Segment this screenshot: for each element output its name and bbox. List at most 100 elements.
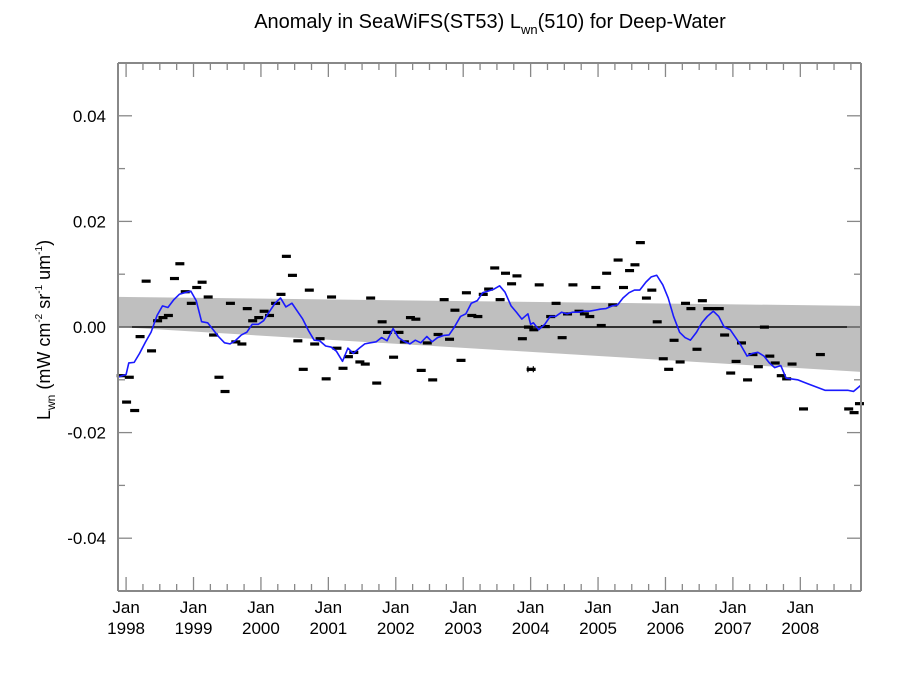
data-point [411,317,421,321]
data-point [186,301,196,305]
data-point [310,342,320,346]
data-point [591,285,601,290]
data-point [799,407,809,411]
data-point [122,400,132,404]
data-point [692,347,702,351]
error-bar-point [527,366,534,373]
x-tick-label-year: 2003 [444,619,482,638]
data-point [163,313,173,318]
x-tick-label-month: Jan [584,598,611,617]
data-point [618,285,628,290]
data-point [225,301,235,305]
data-point [265,313,275,318]
x-tick-label-month: Jan [247,598,274,617]
data-point [635,241,645,245]
data-point [697,299,707,303]
data-point [714,307,724,311]
x-tick-label-year: 2000 [242,619,280,638]
data-point [669,338,679,342]
data-point [720,333,730,337]
data-point [360,362,370,366]
data-point [209,333,219,337]
y-tick-label: 0.04 [73,107,106,126]
data-point [574,309,584,313]
data-point [175,262,185,266]
data-point [844,407,854,411]
data-point [124,375,134,379]
trend-confidence-band [118,296,861,372]
data-point [753,365,763,369]
data-point [461,291,471,295]
data-point [220,389,230,394]
data-point [293,339,303,343]
x-tick-label-year: 1998 [107,619,145,638]
data-point [315,337,325,341]
data-point [748,352,758,357]
data-point [467,313,477,318]
data-point [372,381,382,385]
data-point [141,279,151,283]
data-point [416,368,426,372]
data-point [389,355,399,359]
x-tick-label-month: Jan [112,598,139,617]
data-point [770,361,780,365]
data-point [658,357,668,361]
data-point [529,328,539,332]
x-tick-label-month: Jan [180,598,207,617]
data-point [602,271,612,275]
data-point [703,307,713,311]
x-tick-label-month: Jan [517,598,544,617]
x-tick-label-month: Jan [382,598,409,617]
x-tick-label-year: 2002 [377,619,415,638]
running-mean-line [117,274,862,393]
data-point [259,309,269,313]
data-point [366,296,376,300]
data-point [731,359,741,364]
data-point [686,307,696,311]
data-point [743,378,753,382]
data-point [254,315,264,320]
data-point [158,315,168,320]
tick-labels-layer: 0.04 0.02 0.00 -0.02 -0.04 Jan 1998 Jan 1999 Jan 2… [67,107,819,638]
data-point [681,301,691,305]
data-point [507,282,517,286]
x-tick-label-month: Jan [449,598,476,617]
data-point [726,371,736,375]
data-point [433,332,443,337]
data-point [647,288,657,292]
data-point [377,320,387,324]
data-point [849,411,859,415]
data-point [203,295,213,299]
data-point [568,283,578,287]
data-point [709,307,719,311]
y-tick-label: -0.02 [67,424,106,443]
data-point [517,337,527,341]
data-point [428,378,438,382]
data-point [327,295,337,299]
y-tick-label: 0.00 [73,318,106,337]
data-point [540,324,550,329]
data-point [557,336,567,340]
y-tick-label: -0.04 [67,529,106,548]
data-point [523,325,533,329]
chart-title: Anomaly in SeaWiFS(ST53) Lwn(510) for De… [254,11,726,37]
data-point [815,352,825,357]
data-point [534,283,544,287]
data-point [787,362,797,366]
data-point [495,298,505,302]
data-point [675,360,685,364]
data-point [130,408,140,413]
data-point [630,263,640,267]
data-point [759,325,769,329]
data-point [338,366,348,370]
data-point [343,355,353,359]
data-point [135,335,145,339]
data-point [405,315,415,320]
data-point [242,307,252,311]
trend-band-layer [118,296,861,372]
y-axis-label: Lwn (mW cm-2 sr-1 um-1) [34,240,58,420]
data-point [473,314,483,319]
data-point [625,269,635,273]
data-point [231,340,241,344]
data-point [551,301,561,305]
